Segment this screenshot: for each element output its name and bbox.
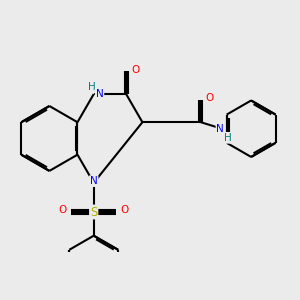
- Text: S: S: [90, 206, 98, 218]
- Text: N: N: [96, 89, 104, 99]
- Text: O: O: [206, 93, 214, 103]
- Text: N: N: [90, 176, 98, 186]
- Text: O: O: [121, 206, 129, 215]
- Text: H: H: [88, 82, 96, 92]
- Text: O: O: [58, 206, 67, 215]
- Text: H: H: [224, 133, 232, 143]
- Text: N: N: [216, 124, 224, 134]
- Text: O: O: [131, 65, 140, 75]
